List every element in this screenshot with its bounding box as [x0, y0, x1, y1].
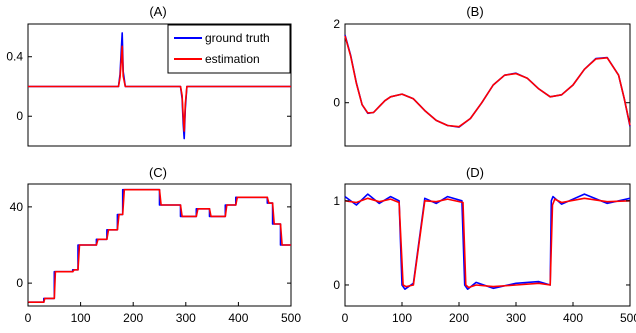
panel-b-plot-area	[344, 34, 631, 128]
panel-b-title: (B)	[466, 4, 483, 19]
legend-label-estimation: estimation	[205, 52, 260, 66]
panel-a-plot-area	[28, 32, 291, 140]
panel-b: (B) 02	[333, 4, 631, 147]
panel-a-title: (A)	[149, 4, 166, 19]
legend-label-ground-truth: ground truth	[205, 31, 270, 45]
panel-d-title: (D)	[466, 165, 484, 180]
panel-c-title: (C)	[149, 165, 167, 180]
panel-d-xtick-label: 200	[449, 311, 469, 325]
panel-d-axes	[344, 183, 631, 307]
panel-c-ytick-label: 0	[16, 276, 23, 290]
panel-b-axes	[344, 23, 631, 147]
panel-a: (A) 0 0.4 ground truth estimation	[6, 4, 292, 147]
panel-d: (D) 0 1 0 100 200 300 400 500	[333, 165, 636, 325]
panel-c-series-estimation	[28, 188, 291, 304]
panel-c-xtick-label: 200	[123, 311, 143, 325]
panel-c-ytick-label: 40	[10, 200, 24, 214]
panel-d-xtick-label: 0	[342, 311, 349, 325]
panel-b-ytick-label: 2	[333, 17, 340, 31]
panel-d-xtick-label: 300	[506, 311, 526, 325]
panel-a-series-estimation	[28, 45, 291, 132]
panel-b-ticks: 02	[333, 17, 630, 110]
panel-d-ytick-label: 0	[333, 278, 340, 292]
panel-c-xtick-label: 500	[281, 311, 301, 325]
panel-c-xtick-label: 300	[176, 311, 196, 325]
panel-a-ytick-label: 0.4	[6, 50, 23, 64]
panel-d-xtick-label: 400	[563, 311, 583, 325]
panel-d-series-estimation	[344, 197, 631, 289]
panel-b-ytick-label: 0	[333, 96, 340, 110]
panel-c-plot-area	[28, 188, 291, 304]
legend-box	[167, 24, 291, 74]
panel-c-xtick-label: 100	[71, 311, 91, 325]
panel-b-series-estimation	[344, 35, 631, 128]
panel-a-ytick-label: 0	[16, 109, 23, 123]
panel-d-plot-area	[344, 193, 631, 291]
panel-c-xtick-label: 0	[25, 311, 32, 325]
panel-d-ytick-label: 1	[333, 194, 340, 208]
panel-d-ticks: 0 1 0 100 200 300 400 500	[333, 194, 636, 325]
panel-d-series-ground-truth	[344, 193, 631, 291]
panel-c-xtick-label: 400	[228, 311, 248, 325]
panel-d-xtick-label: 500	[620, 311, 636, 325]
legend: ground truth estimation	[167, 24, 291, 74]
panel-d-xtick-label: 100	[392, 311, 412, 325]
